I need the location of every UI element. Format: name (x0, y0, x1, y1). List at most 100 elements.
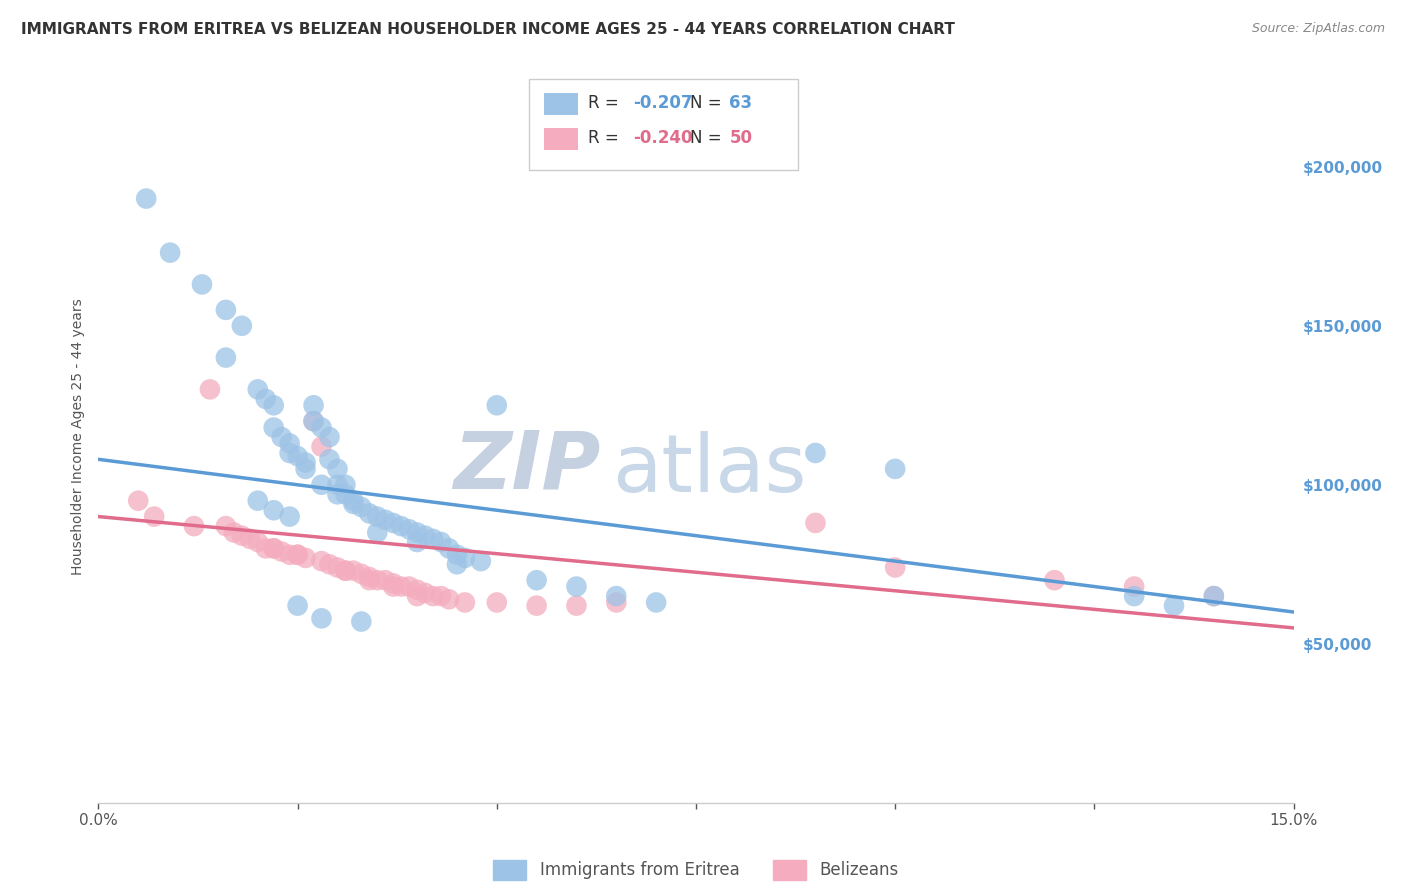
Point (1123, 589, 1146, 603)
FancyBboxPatch shape (529, 78, 797, 170)
Point (294, 550, 316, 565)
Point (406, 582, 429, 597)
Point (366, 573, 388, 587)
Point (350, 500, 373, 514)
Text: R =: R = (589, 94, 624, 112)
Point (422, 589, 444, 603)
Text: N =: N = (690, 94, 727, 112)
Y-axis label: Householder Income Ages 25 - 44 years: Householder Income Ages 25 - 44 years (70, 299, 84, 575)
FancyBboxPatch shape (544, 128, 578, 151)
Point (239, 532, 262, 546)
Text: Source: ZipAtlas.com: Source: ZipAtlas.com (1251, 22, 1385, 36)
Point (287, 548, 309, 562)
Point (526, 599, 548, 613)
Point (311, 611, 333, 625)
Point (231, 318, 253, 333)
Point (565, 599, 588, 613)
Point (318, 558, 340, 572)
Text: -0.207: -0.207 (633, 94, 692, 112)
Point (382, 516, 405, 530)
Text: 50: 50 (730, 129, 752, 147)
Point (398, 580, 420, 594)
Point (335, 564, 357, 578)
Point (246, 535, 269, 549)
Point (1043, 573, 1066, 587)
FancyBboxPatch shape (544, 94, 578, 115)
Point (263, 398, 285, 412)
Point (430, 589, 453, 603)
Point (335, 477, 357, 491)
Point (302, 414, 325, 428)
Point (302, 398, 325, 412)
Point (127, 493, 149, 508)
Point (406, 589, 429, 603)
Point (342, 493, 364, 508)
Text: ZIP: ZIP (453, 427, 600, 506)
Point (342, 564, 364, 578)
Point (198, 383, 221, 397)
Point (366, 509, 388, 524)
Point (430, 535, 453, 549)
Point (326, 487, 349, 501)
Point (263, 541, 285, 556)
Point (183, 519, 205, 533)
Point (374, 513, 396, 527)
Point (278, 446, 301, 460)
Point (454, 550, 477, 565)
Point (382, 576, 405, 591)
Point (398, 522, 420, 536)
Point (263, 420, 285, 434)
Point (254, 541, 277, 556)
Text: N =: N = (690, 129, 727, 147)
Point (437, 592, 460, 607)
Point (278, 548, 301, 562)
Point (246, 493, 269, 508)
Point (605, 595, 627, 609)
Point (278, 436, 301, 450)
Point (884, 462, 907, 476)
Point (470, 554, 492, 568)
Point (231, 529, 253, 543)
Point (884, 560, 907, 574)
Point (222, 525, 245, 540)
Point (485, 595, 508, 609)
Point (311, 554, 333, 568)
Point (413, 586, 436, 600)
Text: IMMIGRANTS FROM ERITREA VS BELIZEAN HOUSEHOLDER INCOME AGES 25 - 44 YEARS CORREL: IMMIGRANTS FROM ERITREA VS BELIZEAN HOUS… (21, 22, 955, 37)
Point (389, 519, 412, 533)
Point (287, 599, 309, 613)
Point (804, 446, 827, 460)
Point (318, 430, 340, 444)
Point (270, 430, 292, 444)
Point (446, 558, 468, 572)
Point (366, 525, 388, 540)
Point (406, 525, 429, 540)
Point (318, 452, 340, 467)
Point (215, 302, 238, 317)
Point (350, 566, 373, 581)
Point (263, 503, 285, 517)
Point (335, 564, 357, 578)
Point (374, 573, 396, 587)
Point (342, 497, 364, 511)
Text: atlas: atlas (613, 431, 807, 509)
Point (311, 440, 333, 454)
Point (335, 487, 357, 501)
Point (437, 541, 460, 556)
Point (311, 477, 333, 491)
Point (159, 245, 181, 260)
Text: R =: R = (589, 129, 624, 147)
Point (254, 392, 277, 406)
Point (287, 449, 309, 463)
Point (1123, 580, 1146, 594)
Point (311, 420, 333, 434)
Point (326, 560, 349, 574)
Point (215, 519, 238, 533)
Point (350, 615, 373, 629)
Point (270, 544, 292, 558)
Point (326, 477, 349, 491)
Point (422, 532, 444, 546)
Point (287, 548, 309, 562)
Point (326, 462, 349, 476)
Point (1163, 599, 1185, 613)
